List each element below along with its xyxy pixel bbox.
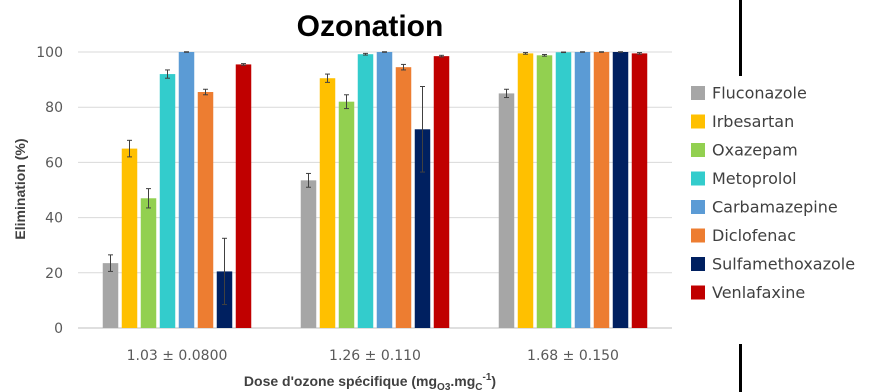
divider-line-bottom	[739, 344, 742, 392]
legend: Fluconazole Irbesartan Oxazepam Metoprolol C…	[691, 84, 855, 302]
x-axis-title-mid: .mg	[450, 373, 475, 389]
legend-swatch	[691, 285, 705, 300]
y-tick-label: 40	[45, 211, 63, 227]
bar	[517, 53, 534, 328]
legend-swatch	[691, 257, 705, 271]
legend-label: Fluconazole	[712, 84, 807, 103]
y-tick-label: 20	[45, 266, 63, 282]
bar	[338, 101, 355, 329]
y-tick-label: 0	[54, 321, 63, 337]
bar	[235, 64, 252, 329]
y-tick-label: 80	[45, 100, 63, 116]
grid	[78, 51, 672, 329]
bar	[178, 52, 195, 328]
bar	[102, 263, 119, 328]
error-bars	[108, 51, 642, 306]
bar	[121, 148, 138, 328]
bar	[197, 92, 214, 329]
bar	[574, 52, 591, 328]
legend-swatch	[691, 86, 705, 100]
x-axis-title: Dose d'ozone spécifique (mgO3.mgC-1)	[244, 372, 496, 392]
legend-swatch	[691, 228, 705, 243]
bar	[612, 52, 629, 328]
bar	[536, 55, 553, 328]
x-tick-label: 1.03 ± 0.0800	[127, 348, 228, 364]
bar	[433, 56, 450, 328]
legend-swatch	[691, 200, 705, 214]
x-tick-labels: 1.03 ± 0.0800 1.26 ± 0.110 1.68 ± 0.150	[127, 348, 619, 364]
y-axis-title: Elimination (%)	[12, 138, 28, 239]
bar	[357, 54, 374, 328]
x-axis-title-sub2: C	[475, 382, 482, 392]
legend-label: Irbesartan	[712, 112, 794, 131]
bar	[376, 52, 393, 328]
x-axis-title-pre: Dose d'ozone spécifique (mg	[244, 373, 437, 389]
divider-line-top	[739, 0, 742, 76]
bars	[102, 52, 648, 329]
x-tick-label: 1.68 ± 0.150	[527, 348, 619, 364]
bar	[300, 180, 317, 328]
bar	[395, 67, 412, 329]
legend-label: Oxazepam	[712, 141, 798, 160]
bar	[414, 129, 431, 328]
bar	[159, 74, 176, 328]
bar	[631, 53, 648, 328]
legend-label: Metoprolol	[712, 169, 797, 188]
bar	[498, 93, 515, 329]
legend-swatch	[691, 114, 705, 129]
bar	[593, 52, 610, 328]
x-tick-label: 1.26 ± 0.110	[329, 348, 421, 364]
y-tick-label: 100	[36, 45, 63, 61]
x-axis-title-post: )	[491, 373, 496, 389]
x-axis-title-sup: -1	[483, 372, 492, 383]
x-axis-title-sub1: O3	[437, 382, 451, 392]
legend-label: Sulfamethoxazole	[712, 255, 855, 274]
bar	[555, 52, 572, 328]
legend-swatch	[691, 171, 705, 186]
legend-label: Carbamazepine	[712, 198, 838, 217]
y-tick-labels: 0 20 40 60 80 100	[36, 45, 63, 337]
legend-swatch	[691, 143, 705, 157]
bar	[140, 198, 157, 328]
bar	[319, 78, 336, 328]
chart-title: Ozonation	[297, 10, 444, 43]
legend-label: Venlafaxine	[712, 283, 805, 302]
y-tick-label: 60	[45, 155, 63, 171]
legend-label: Diclofenac	[712, 226, 796, 245]
